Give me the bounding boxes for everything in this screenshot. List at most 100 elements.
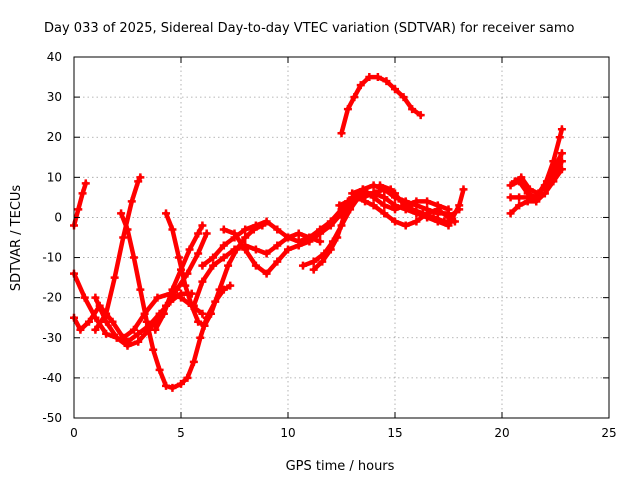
data-point-marker	[557, 125, 566, 134]
data-point-marker	[226, 281, 235, 290]
x-tick-label: 20	[494, 426, 509, 440]
data-point-marker	[159, 309, 168, 318]
data-point-marker	[350, 93, 359, 102]
data-point-marker	[455, 205, 464, 214]
data-point-marker	[177, 265, 185, 274]
data-point-marker	[202, 229, 211, 238]
data-point-marker	[273, 241, 282, 250]
data-point-marker	[230, 245, 239, 254]
data-point-marker	[262, 217, 271, 226]
x-tick-label: 5	[177, 426, 185, 440]
data-point-marker	[343, 105, 352, 114]
data-point-marker	[339, 213, 348, 222]
data-point-marker	[183, 373, 192, 382]
x-tick-label: 25	[601, 426, 616, 440]
grid	[74, 57, 609, 418]
y-tick-label: 20	[47, 130, 62, 144]
data-point-marker	[316, 237, 325, 246]
data-point-marker	[294, 229, 303, 238]
data-point-marker	[326, 245, 335, 254]
data-point-marker	[129, 325, 138, 334]
data-point-marker	[84, 317, 93, 326]
data-point-marker	[412, 197, 421, 206]
data-point-marker	[209, 253, 218, 262]
series-arc-17	[339, 74, 423, 136]
data-point-marker	[412, 217, 421, 226]
series-layer	[70, 73, 566, 392]
x-tick-label: 15	[387, 426, 402, 440]
data-point-marker	[112, 333, 121, 342]
series-arc-5	[93, 231, 209, 349]
data-point-marker	[333, 233, 342, 242]
data-point-marker	[305, 233, 314, 242]
data-point-marker	[142, 317, 151, 326]
data-point-marker	[198, 309, 207, 318]
data-point-marker	[369, 201, 378, 210]
data-point-marker	[373, 73, 382, 82]
x-tick-label: 10	[280, 426, 295, 440]
data-point-marker	[134, 177, 143, 186]
data-point-marker	[74, 205, 83, 214]
data-point-marker	[429, 213, 438, 222]
data-point-marker	[151, 325, 160, 334]
data-point-marker	[369, 193, 378, 202]
data-point-marker	[189, 301, 198, 310]
data-point-marker	[380, 193, 389, 202]
data-point-marker	[209, 261, 218, 270]
data-point-marker	[380, 209, 389, 218]
data-point-marker	[119, 233, 128, 242]
data-point-marker	[510, 177, 519, 186]
y-tick-label: -10	[42, 251, 62, 265]
series-arc-15	[349, 187, 451, 212]
data-point-marker	[418, 209, 427, 218]
data-point-marker	[80, 293, 89, 302]
data-point-marker	[326, 217, 335, 226]
data-point-marker	[153, 293, 162, 302]
data-point-marker	[318, 257, 327, 266]
data-point-marker	[391, 205, 399, 214]
data-point-marker	[168, 383, 177, 392]
data-point-marker	[230, 233, 239, 242]
data-point-marker	[337, 129, 346, 138]
data-point-marker	[194, 249, 203, 258]
data-point-marker	[76, 325, 85, 334]
data-point-marker	[196, 333, 205, 342]
data-point-marker	[273, 225, 282, 234]
data-point-marker	[343, 197, 352, 206]
data-point-marker	[262, 249, 271, 258]
series-arc-7	[163, 211, 265, 328]
y-tick-label: -30	[42, 331, 62, 345]
data-point-marker	[219, 225, 228, 234]
data-point-marker	[194, 317, 203, 326]
data-point-marker	[532, 197, 541, 206]
data-point-marker	[506, 181, 515, 190]
data-point-marker	[356, 81, 365, 90]
data-point-marker	[127, 197, 136, 206]
data-point-marker	[224, 261, 233, 270]
data-point-marker	[397, 197, 406, 206]
data-point-marker	[309, 265, 318, 274]
data-point-marker	[134, 329, 143, 338]
data-point-marker	[136, 285, 145, 294]
data-point-marker	[91, 293, 100, 302]
data-point-marker	[200, 321, 209, 330]
data-point-marker	[401, 221, 410, 230]
data-point-marker	[198, 261, 207, 270]
data-point-marker	[194, 229, 203, 238]
y-tick-label: -40	[42, 371, 62, 385]
data-point-marker	[316, 225, 325, 234]
data-point-marker	[168, 225, 177, 234]
y-tick-label: 30	[47, 90, 62, 104]
data-point-marker	[177, 379, 185, 388]
data-point-marker	[551, 161, 560, 170]
data-point-marker	[298, 261, 307, 270]
data-point-marker	[117, 209, 126, 218]
data-point-marker	[515, 201, 524, 210]
data-point-marker	[162, 381, 171, 390]
data-point-marker	[177, 289, 185, 298]
data-point-marker	[361, 197, 370, 206]
data-point-marker	[557, 165, 566, 174]
data-point-marker	[358, 185, 367, 194]
data-point-marker	[365, 73, 374, 82]
